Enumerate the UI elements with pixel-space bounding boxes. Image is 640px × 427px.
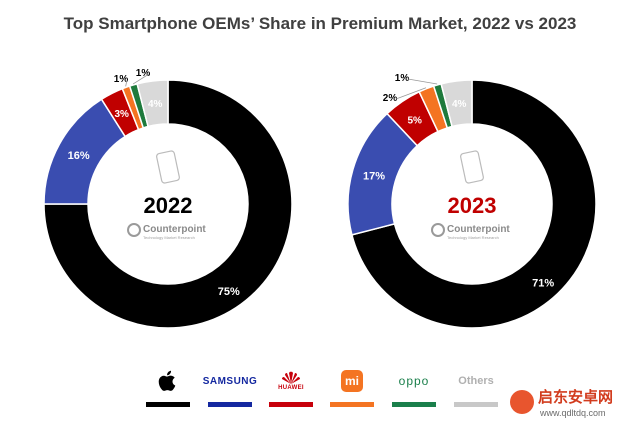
- leader-line: [125, 79, 128, 87]
- label-2023-apple: 71%: [532, 278, 554, 290]
- xiaomi-icon: mi: [341, 370, 363, 392]
- slice-2023-others: [440, 79, 473, 128]
- donut-2023: 71% 17% 5% 2% 1% 4% 2023 CounterpointTechnology…: [347, 73, 597, 329]
- leader-line: [395, 87, 427, 100]
- watermark-title: 启东安卓网: [538, 389, 614, 406]
- leader-line: [407, 78, 438, 85]
- legend-samsung: SAMSUNG: [202, 366, 258, 416]
- label-2022-oppo: 1%: [136, 68, 151, 79]
- brand-name: Counterpoint: [143, 224, 206, 235]
- site-watermark: 启东安卓网 www.qdltdq.com: [508, 386, 638, 424]
- legend-swatch-others: [454, 402, 498, 407]
- center-label-2022: 2022: [144, 193, 193, 218]
- donut-2022: 75% 16% 3% 1% 1% 4% 2022 CounterpointTechnology…: [43, 68, 293, 329]
- brand-tagline: Technology Market Research: [143, 235, 195, 240]
- legend-label-huawei: HUAWEI: [278, 385, 304, 391]
- label-2023-others: 4%: [452, 99, 467, 110]
- watermark-url: www.qdltdq.com: [540, 408, 606, 418]
- center-label-2023: 2023: [448, 193, 497, 218]
- label-2022-others: 4%: [148, 99, 163, 110]
- apple-icon: [140, 366, 196, 396]
- chart-title: Top Smartphone OEMs’ Share in Premium Ma…: [63, 14, 577, 33]
- label-2022-huawei: 3%: [114, 109, 129, 120]
- slice-2022-apple: [43, 79, 293, 329]
- legend-swatch-xiaomi: [330, 402, 374, 407]
- legend-swatch-samsung: [208, 402, 252, 407]
- legend-swatch-huawei: [269, 402, 313, 407]
- legend-huawei: HUAWEI: [263, 366, 319, 416]
- leader-line: [132, 73, 150, 85]
- label-2022-apple: 75%: [218, 286, 240, 298]
- brand-name: Counterpoint: [447, 224, 510, 235]
- label-2023-oppo: 1%: [395, 73, 410, 84]
- watermark-logo-icon: [510, 390, 534, 414]
- legend-others: Others: [448, 366, 504, 416]
- legend-swatch-oppo: [392, 402, 436, 407]
- label-2022-xiaomi: 1%: [114, 74, 129, 85]
- phone-icon: [460, 150, 484, 184]
- legend-xiaomi: mi: [324, 366, 380, 416]
- phone-icon: [156, 150, 180, 184]
- slice-2022-others: [136, 79, 169, 128]
- label-2022-samsung: 16%: [68, 150, 90, 162]
- legend-apple: [140, 366, 196, 416]
- label-2023-xiaomi: 2%: [383, 93, 398, 104]
- legend-label-oppo: oppo: [398, 374, 430, 388]
- slice-2023-apple: [350, 79, 597, 329]
- label-2023-huawei: 5%: [407, 116, 422, 127]
- brand-tagline: Technology Market Research: [447, 235, 499, 240]
- legend-swatch-apple: [146, 402, 190, 407]
- legend-oppo: oppo: [386, 366, 442, 416]
- huawei-icon: [282, 371, 300, 384]
- legend-label-samsung: SAMSUNG: [202, 375, 258, 387]
- label-2023-samsung: 17%: [363, 171, 385, 183]
- legend-label-others: Others: [458, 375, 494, 387]
